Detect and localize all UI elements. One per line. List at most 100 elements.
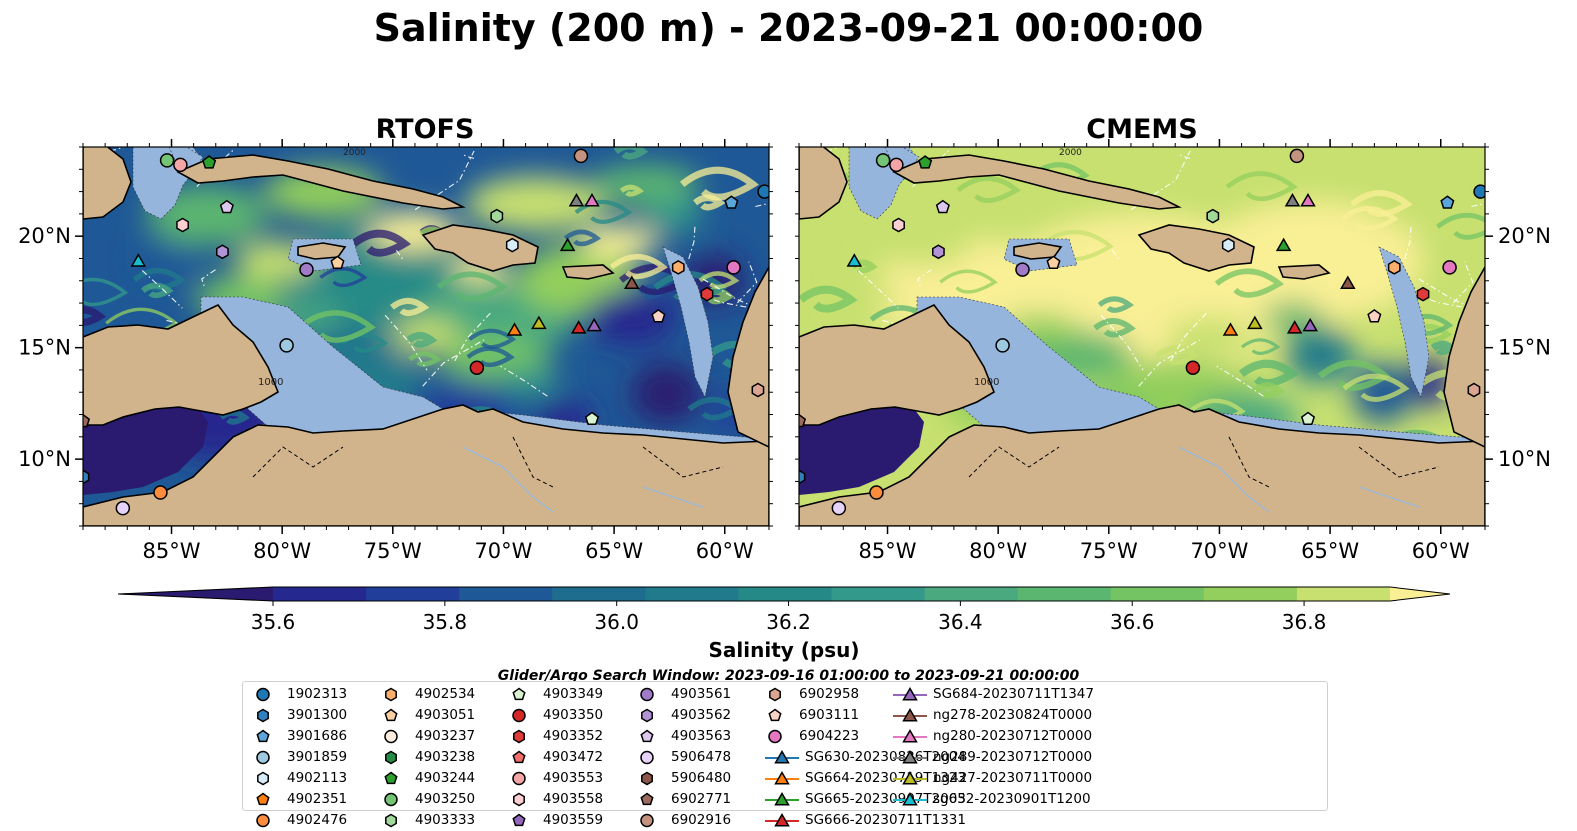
legend-label: 4903244 xyxy=(415,770,476,786)
legend-3901300-icon xyxy=(257,708,269,723)
colorbar-tick-label: 35.6 xyxy=(251,610,296,634)
contour-label: 2000 xyxy=(343,148,366,158)
marker-4903350 xyxy=(469,360,485,375)
lon-tick-label: 70°W xyxy=(1190,539,1248,563)
legend-marker-icon xyxy=(512,771,526,786)
legend-sg652-20230901T1200-icon xyxy=(902,792,918,806)
marker-6902958 xyxy=(1467,382,1481,398)
legend-label: 1902313 xyxy=(287,686,348,702)
map-frame xyxy=(798,146,1486,527)
platform-legend: 1902313 3901300 3901686 3901859 4902113 49023… xyxy=(242,681,1328,828)
legend-label: ng427-20230711T0000 xyxy=(933,770,1093,786)
marker-sg652-20230901T1200 xyxy=(846,253,863,267)
legend-marker-icon xyxy=(765,750,799,764)
lon-tick-label: 60°W xyxy=(1412,539,1470,563)
landmass xyxy=(83,404,769,526)
marker-5906478 xyxy=(831,500,847,516)
legend-label: 4902113 xyxy=(287,770,348,786)
legend-label: 6902958 xyxy=(799,686,860,702)
lat-tick-label: 10°N xyxy=(1498,447,1551,471)
legend-label: 4903559 xyxy=(543,812,604,828)
marker-6902958 xyxy=(751,382,765,398)
colorbar-extend-low xyxy=(118,587,273,601)
legend-1902313-icon xyxy=(256,687,270,702)
contour-label: 1000 xyxy=(258,377,283,388)
marker-4903352 xyxy=(1416,286,1430,302)
marker-4903350 xyxy=(1185,360,1201,375)
marker-ng289-20230712T0000 xyxy=(1284,193,1301,207)
legend-label: ng289-20230712T0000 xyxy=(933,749,1093,765)
legend-label: SG665-20230907T2003 xyxy=(805,791,966,807)
lat-tick-label: 15°N xyxy=(18,336,71,360)
legend-label: 6902916 xyxy=(671,812,732,828)
legend-label: 4903561 xyxy=(671,686,732,702)
marker-4902534 xyxy=(1387,260,1401,275)
marker-4903553 xyxy=(173,157,188,173)
legend-4903237-icon xyxy=(384,729,398,744)
legend-4902476-icon xyxy=(256,813,270,828)
colorbar-tick-label: 36.2 xyxy=(766,610,811,634)
landmass xyxy=(799,404,1485,526)
lat-tick-label: 20°N xyxy=(1498,224,1551,248)
shallow-shelf xyxy=(462,408,769,448)
legend-label: 4903562 xyxy=(671,707,732,723)
legend-marker-icon xyxy=(640,813,654,828)
marker-4902534 xyxy=(671,260,685,275)
legend-label: 6903111 xyxy=(799,707,860,723)
marker-6902771 xyxy=(799,413,807,428)
colorbar-extend-high xyxy=(1390,587,1450,601)
marker-SG684-20230711T1347 xyxy=(586,317,602,332)
marker-1902313 xyxy=(1473,184,1485,199)
marker-4903349 xyxy=(584,411,600,425)
legend-ng280-20230712T0000-icon xyxy=(902,729,918,743)
legend-label: 3901686 xyxy=(287,728,348,744)
legend-4903561-icon xyxy=(640,687,654,702)
legend-4903250-icon xyxy=(384,792,398,807)
lon-tick-label: 70°W xyxy=(474,539,532,563)
marker-4902476 xyxy=(153,485,168,500)
legend-marker-icon xyxy=(256,792,270,806)
legend-marker-icon xyxy=(768,729,782,744)
legend-marker-icon xyxy=(256,687,270,702)
marker-SG664-20230719T1323 xyxy=(506,322,523,336)
marker-4903562 xyxy=(932,244,945,260)
legend-marker-icon xyxy=(257,708,269,723)
legend-ng278-20230824T0000-icon xyxy=(902,708,918,722)
legend-label: SG630-20230826T2004 xyxy=(805,749,966,765)
colorbar-segment xyxy=(552,587,646,601)
legend-4903558-icon xyxy=(513,792,525,807)
legend-marker-icon xyxy=(384,729,398,744)
lon-tick-label: 80°W xyxy=(969,539,1027,563)
legend-marker-icon xyxy=(641,771,653,786)
legend-marker-icon xyxy=(640,729,654,743)
legend-label: 6904223 xyxy=(799,728,860,744)
panel-title-rtofs: RTOFS xyxy=(375,114,475,145)
landmass xyxy=(1443,265,1485,448)
legend-label: 4903250 xyxy=(415,791,476,807)
colorbar-segment xyxy=(273,587,367,601)
lon-tick-label: 60°W xyxy=(696,539,754,563)
legend-marker-icon xyxy=(385,750,397,765)
marker-3901300 xyxy=(799,469,806,485)
marker-3901686 xyxy=(1440,195,1455,209)
legend-SG664-20230719T1323-icon xyxy=(774,771,790,785)
marker-4903244 xyxy=(918,155,933,169)
legend-4903553-icon xyxy=(512,771,526,786)
legend-SG666-20230711T1331-icon xyxy=(774,813,790,827)
legend-label: SG684-20230711T1347 xyxy=(933,686,1094,702)
legend-marker-icon xyxy=(256,813,270,828)
legend-marker-icon xyxy=(513,729,525,744)
legend-marker-icon xyxy=(384,771,398,785)
colorbar-label: Salinity (psu) xyxy=(708,638,859,662)
legend-marker-icon xyxy=(385,813,397,828)
marker-6904223 xyxy=(1442,260,1457,275)
marker-1902313 xyxy=(757,184,769,199)
marker-3901686 xyxy=(724,195,739,209)
legend-label: SG666-20230711T1331 xyxy=(805,812,966,828)
marker-4902113 xyxy=(1221,237,1235,253)
rtofs-map: 1000 2000 85°W 80°W 75°W 70°W 65°W 60°W 20°N 15°N… xyxy=(18,139,773,563)
landmass xyxy=(892,154,1182,210)
marker-4903333 xyxy=(490,208,504,224)
legend-4902534-icon xyxy=(385,687,397,702)
legend-6904223-icon xyxy=(768,729,782,744)
